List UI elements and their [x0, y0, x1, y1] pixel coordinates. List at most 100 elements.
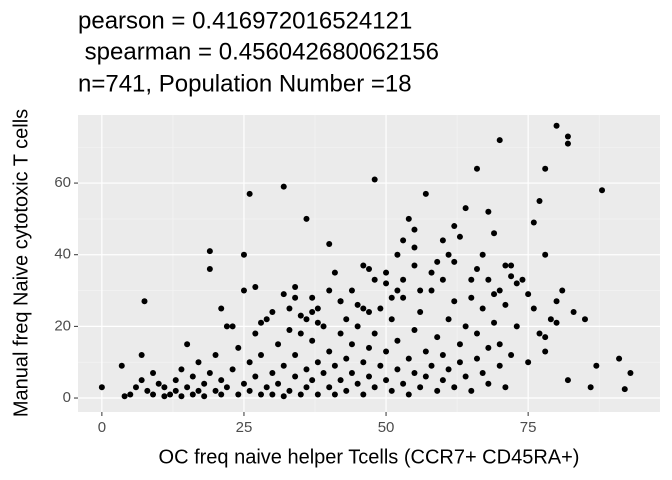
point [303, 215, 310, 222]
point [150, 369, 157, 376]
point [354, 323, 361, 330]
point [451, 384, 458, 391]
point [132, 384, 139, 391]
point [445, 251, 452, 258]
point [320, 369, 327, 376]
point [530, 305, 537, 312]
point [502, 301, 509, 308]
point [280, 183, 287, 190]
point [360, 359, 367, 366]
x-tick-label: 0 [98, 419, 106, 436]
point [314, 305, 321, 312]
point [371, 276, 378, 283]
point [252, 373, 259, 380]
point [138, 352, 145, 359]
point [348, 369, 355, 376]
point [621, 386, 628, 393]
point [337, 377, 344, 384]
point [570, 309, 577, 316]
point [473, 355, 480, 362]
point [223, 323, 230, 330]
point [428, 287, 435, 294]
point [189, 391, 196, 398]
point [473, 165, 480, 172]
point [542, 165, 549, 172]
point [479, 369, 486, 376]
point [366, 266, 372, 273]
point [456, 341, 463, 348]
point [121, 393, 128, 400]
point [627, 369, 634, 376]
x-tick-label: 50 [378, 419, 395, 436]
point [496, 137, 503, 144]
point [428, 362, 435, 369]
point [383, 348, 390, 355]
point [508, 352, 515, 359]
point [542, 334, 549, 341]
point [411, 326, 418, 333]
point [383, 280, 390, 287]
point [263, 384, 270, 391]
chart-title: spearman = 0.456042680062156 [78, 38, 439, 65]
y-tick-label: 0 [63, 389, 71, 406]
point [337, 330, 344, 337]
point [235, 391, 242, 398]
point [377, 305, 384, 312]
point [269, 309, 276, 316]
point [468, 294, 475, 301]
point [263, 316, 270, 323]
point [468, 387, 475, 394]
point [275, 341, 282, 348]
point [331, 362, 338, 369]
point [258, 352, 265, 359]
point [303, 316, 310, 323]
x-axis-title: OC freq naive helper Tcells (CCR7+ CD45R… [159, 446, 580, 468]
point [303, 366, 310, 373]
point [314, 319, 321, 326]
point [150, 391, 157, 398]
point [309, 337, 316, 344]
point [360, 262, 367, 269]
point [519, 276, 526, 283]
point [155, 380, 162, 387]
point [195, 387, 202, 394]
point [297, 330, 304, 337]
point [377, 362, 384, 369]
point [468, 276, 475, 283]
point [536, 330, 543, 337]
point [212, 387, 219, 394]
point [297, 391, 304, 398]
point [252, 330, 259, 337]
point [280, 362, 287, 369]
point [201, 393, 208, 400]
point [553, 122, 560, 129]
point [235, 344, 242, 351]
point [439, 237, 446, 244]
point [172, 377, 179, 384]
point [405, 391, 412, 398]
point [456, 359, 463, 366]
point [331, 391, 338, 398]
point [553, 298, 560, 305]
point [473, 266, 480, 273]
point [292, 352, 299, 359]
point [320, 323, 327, 330]
point [491, 319, 498, 326]
point [184, 341, 191, 348]
point [530, 219, 537, 226]
point [411, 244, 418, 251]
point [434, 387, 441, 394]
point [275, 380, 282, 387]
point [246, 359, 253, 366]
point [394, 287, 401, 294]
point [400, 276, 407, 283]
point [394, 251, 401, 258]
point [286, 326, 293, 333]
point [178, 366, 185, 373]
point [331, 269, 338, 276]
point [280, 291, 287, 298]
point [309, 377, 316, 384]
point [479, 251, 486, 258]
point [178, 393, 185, 400]
point [525, 359, 532, 366]
